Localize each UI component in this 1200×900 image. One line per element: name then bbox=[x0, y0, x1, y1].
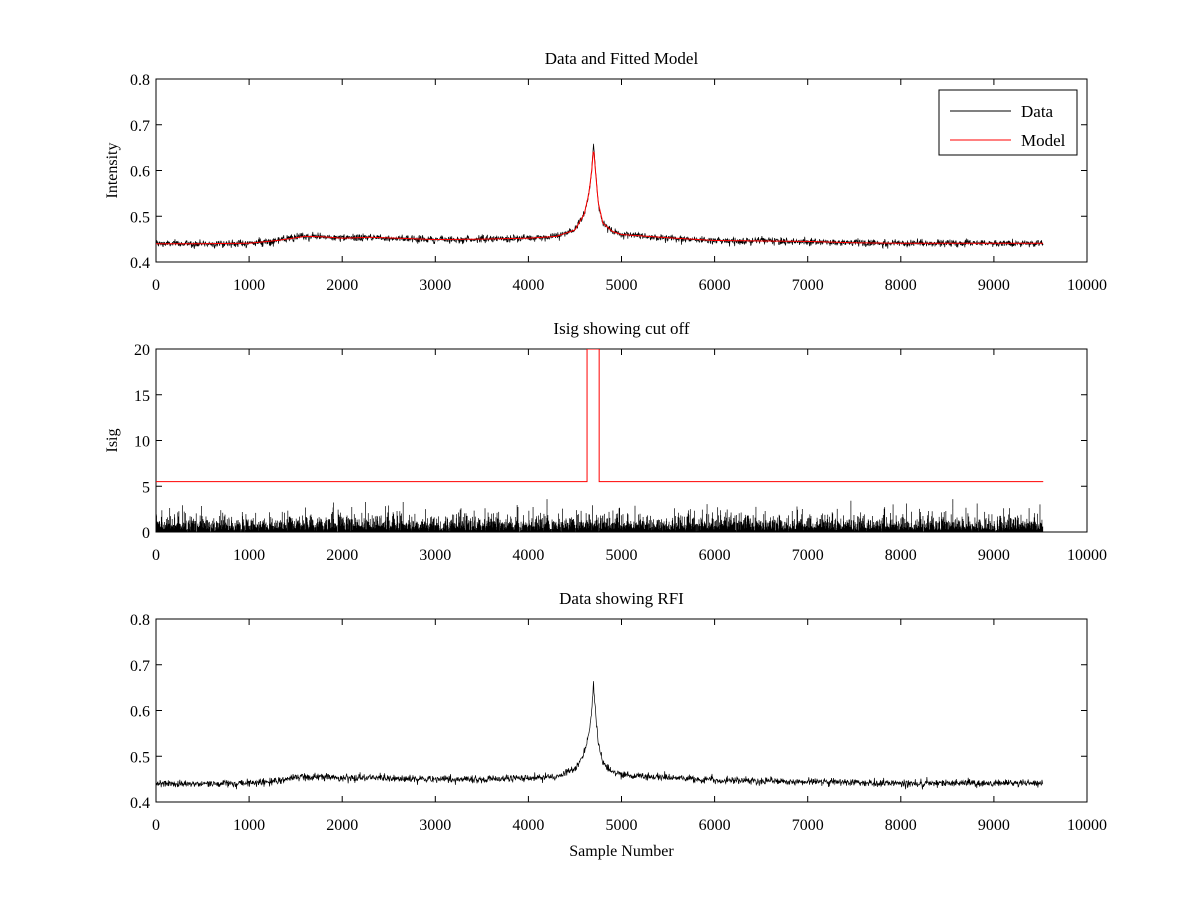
y-tick-label: 5 bbox=[142, 479, 150, 496]
x-tick-label: 3000 bbox=[419, 547, 451, 564]
panel-data-and-fitted-model: 0 1000 2000 3000 4000 5000 6000 7000 8000 9000 100… bbox=[104, 49, 1107, 294]
axes-box bbox=[155, 78, 1088, 263]
series-line-data bbox=[156, 681, 1044, 790]
series-line-model bbox=[156, 151, 1044, 245]
x-tick-label: 9000 bbox=[978, 817, 1010, 834]
x-tick-label: 10000 bbox=[1067, 277, 1107, 294]
y-tick-label: 0.4 bbox=[130, 255, 150, 272]
y-tick-label: 0.8 bbox=[130, 72, 150, 89]
y-tick-label: 15 bbox=[134, 388, 150, 405]
x-tick-label: 4000 bbox=[512, 277, 544, 294]
y-tick-label: 0 bbox=[142, 525, 150, 542]
legend-label: Data bbox=[1021, 102, 1054, 121]
x-tick-label: 2000 bbox=[326, 277, 358, 294]
x-tick-label: 1000 bbox=[233, 547, 265, 564]
legend-label: Model bbox=[1021, 131, 1066, 150]
x-tick-label: 7000 bbox=[792, 817, 824, 834]
y-tick-label: 0.5 bbox=[130, 209, 150, 226]
x-tick-label: 6000 bbox=[699, 277, 731, 294]
y-tick-label: 20 bbox=[134, 342, 150, 359]
x-tick-label: 6000 bbox=[699, 547, 731, 564]
series-isig bbox=[156, 499, 1044, 532]
y-tick-label: 10 bbox=[134, 434, 150, 451]
chart-title: Data and Fitted Model bbox=[545, 49, 699, 68]
series-cut-off bbox=[156, 349, 1044, 483]
x-tick-label: 10000 bbox=[1067, 817, 1107, 834]
y-tick-label: 0.4 bbox=[130, 795, 150, 812]
plot-area bbox=[156, 143, 1044, 250]
x-tick-label: 3000 bbox=[419, 817, 451, 834]
axes-box bbox=[155, 348, 1088, 533]
x-tick-label: 5000 bbox=[606, 277, 638, 294]
x-tick-label: 0 bbox=[152, 817, 160, 834]
x-tick-label: 9000 bbox=[978, 277, 1010, 294]
y-tick-label: 0.6 bbox=[130, 704, 150, 721]
y-axis-label: Isig bbox=[104, 429, 121, 453]
x-tick-label: 7000 bbox=[792, 277, 824, 294]
y-axis-label: Intensity bbox=[104, 143, 121, 199]
x-tick-label: 2000 bbox=[326, 817, 358, 834]
x-tick-label: 0 bbox=[152, 277, 160, 294]
plot-area bbox=[156, 681, 1044, 790]
x-tick-label: 10000 bbox=[1067, 547, 1107, 564]
y-tick-label: 0.7 bbox=[130, 658, 150, 675]
chart-title: Data showing RFI bbox=[559, 589, 684, 608]
x-tick-label: 7000 bbox=[792, 547, 824, 564]
x-tick-label: 0 bbox=[152, 547, 160, 564]
x-tick-label: 4000 bbox=[512, 817, 544, 834]
y-tick-label: 0.8 bbox=[130, 612, 150, 629]
y-tick-label: 0.7 bbox=[130, 118, 150, 135]
chart-title: Isig showing cut off bbox=[553, 319, 689, 338]
x-tick-label: 4000 bbox=[512, 547, 544, 564]
panel-isig-showing-cut-off: 0 1000 2000 3000 4000 5000 6000 7000 8000 9000 100… bbox=[104, 319, 1107, 564]
x-tick-label: 3000 bbox=[419, 277, 451, 294]
x-tick-label: 1000 bbox=[233, 817, 265, 834]
legend-box bbox=[938, 89, 1078, 156]
legend: Data Model bbox=[938, 89, 1078, 156]
x-tick-label: 8000 bbox=[885, 817, 917, 834]
panel-data-showing-rfi: 0 1000 2000 3000 4000 5000 6000 7000 8000 9000 100… bbox=[130, 589, 1107, 860]
x-axis-label: Sample Number bbox=[569, 843, 674, 860]
x-tick-label: 5000 bbox=[606, 547, 638, 564]
x-tick-label: 5000 bbox=[606, 817, 638, 834]
x-tick-label: 8000 bbox=[885, 547, 917, 564]
x-tick-label: 9000 bbox=[978, 547, 1010, 564]
y-tick-label: 0.5 bbox=[130, 749, 150, 766]
y-tick-label: 0.6 bbox=[130, 164, 150, 181]
x-tick-label: 8000 bbox=[885, 277, 917, 294]
x-tick-label: 2000 bbox=[326, 547, 358, 564]
x-tick-label: 1000 bbox=[233, 277, 265, 294]
x-tick-label: 6000 bbox=[699, 817, 731, 834]
plot-area bbox=[156, 349, 1044, 532]
